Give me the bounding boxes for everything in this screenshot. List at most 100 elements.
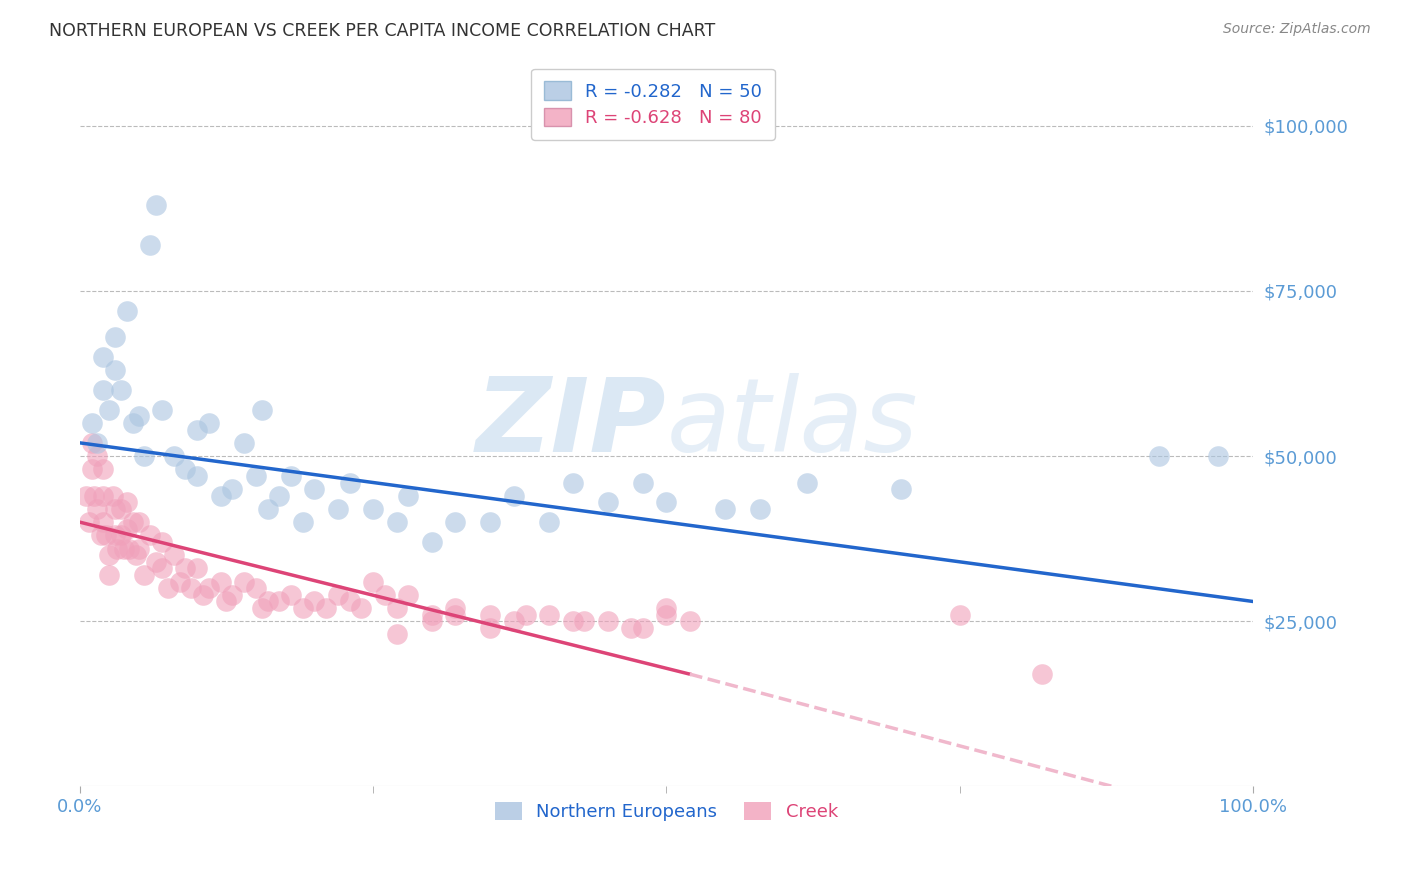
Point xyxy=(156,581,179,595)
Point xyxy=(631,475,654,490)
Point xyxy=(77,515,100,529)
Point xyxy=(98,402,121,417)
Point xyxy=(80,435,103,450)
Point xyxy=(91,383,114,397)
Point xyxy=(83,489,105,503)
Point xyxy=(326,502,349,516)
Point xyxy=(561,615,583,629)
Point xyxy=(98,568,121,582)
Point xyxy=(209,574,232,589)
Point xyxy=(749,502,772,516)
Point xyxy=(280,469,302,483)
Point xyxy=(233,435,256,450)
Text: atlas: atlas xyxy=(666,373,918,473)
Point xyxy=(374,588,396,602)
Point xyxy=(245,581,267,595)
Point xyxy=(174,462,197,476)
Point xyxy=(948,607,970,622)
Point xyxy=(90,528,112,542)
Point xyxy=(180,581,202,595)
Point xyxy=(396,588,419,602)
Point xyxy=(280,588,302,602)
Point xyxy=(191,588,214,602)
Point xyxy=(326,588,349,602)
Point xyxy=(479,515,502,529)
Point xyxy=(420,607,443,622)
Point xyxy=(150,535,173,549)
Point xyxy=(198,416,221,430)
Point xyxy=(115,522,138,536)
Point xyxy=(134,449,156,463)
Point xyxy=(186,469,208,483)
Point xyxy=(574,615,596,629)
Legend: Northern Europeans, Creek: Northern Europeans, Creek xyxy=(481,788,852,836)
Point xyxy=(515,607,537,622)
Point xyxy=(714,502,737,516)
Point xyxy=(125,548,148,562)
Point xyxy=(304,482,326,496)
Point xyxy=(80,416,103,430)
Point xyxy=(339,594,361,608)
Point xyxy=(86,449,108,463)
Text: ZIP: ZIP xyxy=(475,373,666,474)
Text: Source: ZipAtlas.com: Source: ZipAtlas.com xyxy=(1223,22,1371,37)
Point xyxy=(104,502,127,516)
Point xyxy=(104,528,127,542)
Point xyxy=(361,502,384,516)
Point xyxy=(396,489,419,503)
Point xyxy=(150,561,173,575)
Point xyxy=(121,416,143,430)
Point xyxy=(104,363,127,377)
Point xyxy=(163,548,186,562)
Text: NORTHERN EUROPEAN VS CREEK PER CAPITA INCOME CORRELATION CHART: NORTHERN EUROPEAN VS CREEK PER CAPITA IN… xyxy=(49,22,716,40)
Point xyxy=(86,502,108,516)
Point xyxy=(128,409,150,424)
Point xyxy=(538,607,561,622)
Point xyxy=(110,383,132,397)
Point xyxy=(150,402,173,417)
Point xyxy=(98,548,121,562)
Point xyxy=(209,489,232,503)
Point xyxy=(315,601,337,615)
Point xyxy=(361,574,384,589)
Point xyxy=(620,621,643,635)
Point xyxy=(256,502,278,516)
Point xyxy=(250,601,273,615)
Point xyxy=(134,568,156,582)
Point xyxy=(169,574,191,589)
Point xyxy=(444,607,467,622)
Point xyxy=(75,489,97,503)
Point xyxy=(596,615,619,629)
Point xyxy=(444,515,467,529)
Point xyxy=(256,594,278,608)
Point xyxy=(86,435,108,450)
Point xyxy=(796,475,818,490)
Point xyxy=(145,198,167,212)
Point xyxy=(1147,449,1170,463)
Point xyxy=(80,462,103,476)
Point xyxy=(91,515,114,529)
Point xyxy=(596,495,619,509)
Point xyxy=(139,237,162,252)
Point xyxy=(502,615,524,629)
Point xyxy=(128,515,150,529)
Point xyxy=(186,561,208,575)
Point xyxy=(385,601,408,615)
Point xyxy=(269,489,291,503)
Point xyxy=(631,621,654,635)
Point xyxy=(186,423,208,437)
Point xyxy=(139,528,162,542)
Point xyxy=(1206,449,1229,463)
Point xyxy=(114,541,136,556)
Point xyxy=(420,535,443,549)
Point xyxy=(1031,667,1053,681)
Point xyxy=(107,541,129,556)
Point xyxy=(655,495,678,509)
Point xyxy=(145,555,167,569)
Point xyxy=(655,607,678,622)
Point xyxy=(561,475,583,490)
Point xyxy=(101,489,124,503)
Point xyxy=(502,489,524,503)
Point xyxy=(110,502,132,516)
Point xyxy=(174,561,197,575)
